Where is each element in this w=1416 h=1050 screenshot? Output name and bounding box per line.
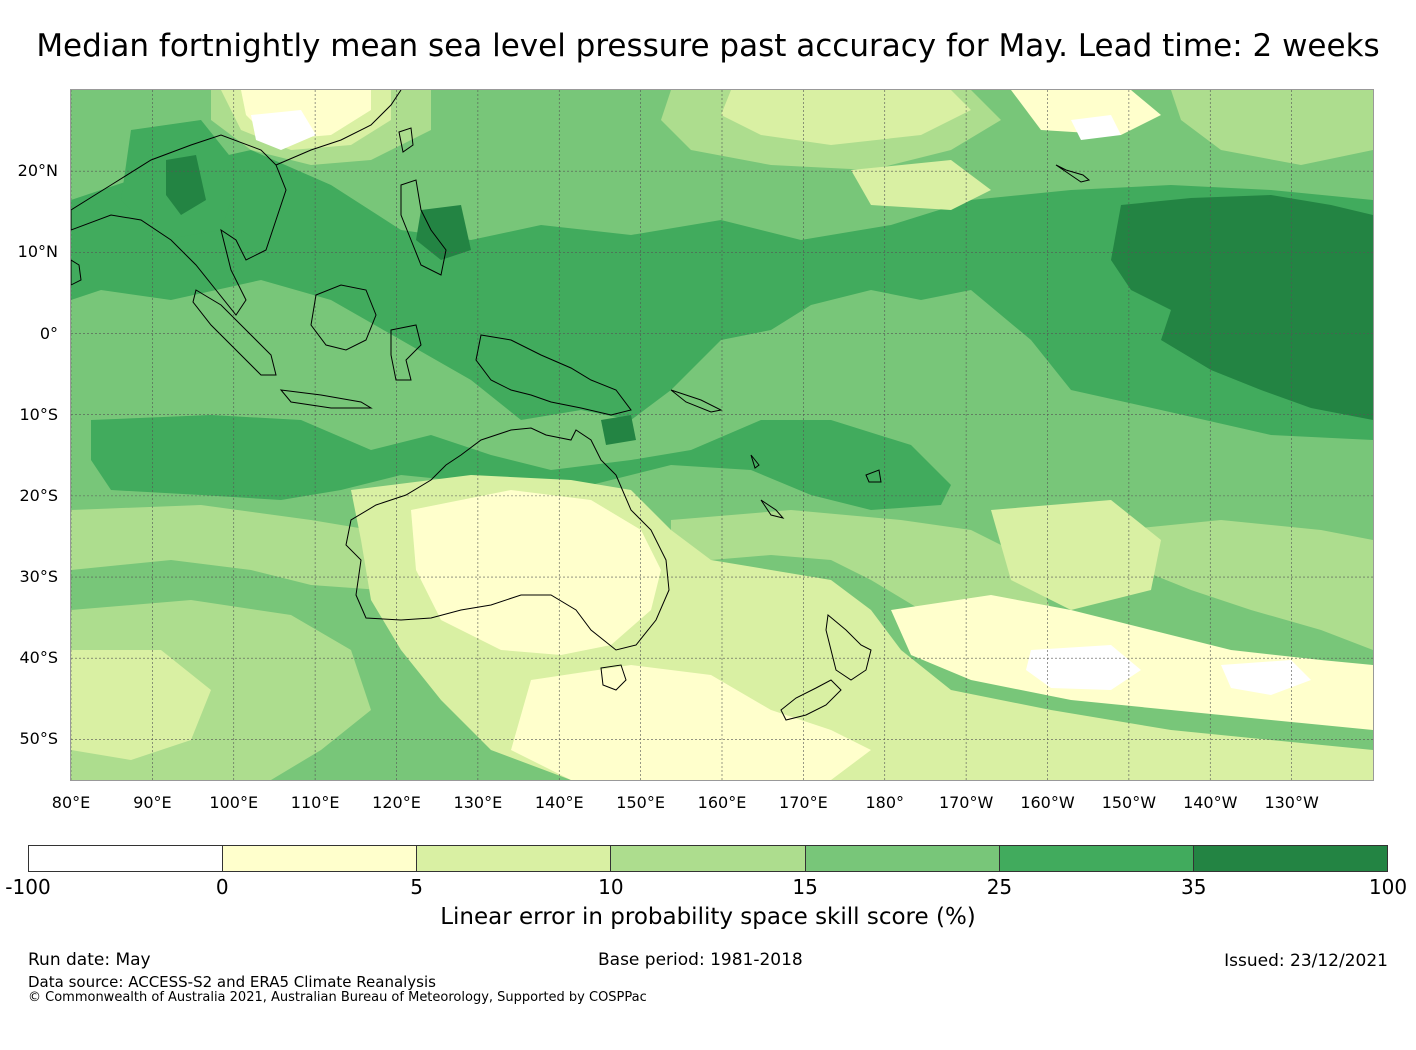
lat-label: 10°S <box>19 404 58 424</box>
sri-lanka-hint <box>71 259 82 286</box>
copyright: © Commonwealth of Australia 2021, Austra… <box>28 990 647 1005</box>
solomon-islands <box>670 389 723 413</box>
colorbar-tick-label: 100 <box>1368 875 1408 899</box>
south-island-nz <box>780 679 842 721</box>
lat-label: 20°S <box>19 485 58 505</box>
lat-label: 20°N <box>17 161 58 181</box>
java-coast <box>279 389 373 409</box>
new-caledonia <box>760 499 785 519</box>
philippines-coast <box>400 179 447 276</box>
colorbar-segment <box>999 846 1194 871</box>
sumatra-coast <box>192 289 277 376</box>
australia-coast <box>345 427 670 651</box>
colorbar-tick-label: 35 <box>1180 875 1207 899</box>
skill-band-35-100 <box>166 155 1373 445</box>
colorbar-tick-label: 5 <box>410 875 423 899</box>
lon-label: 100°E <box>209 793 259 812</box>
coastlines <box>71 90 1091 721</box>
colorbar-segment <box>805 846 1000 871</box>
data-source: Data source: ACCESS-S2 and ERA5 Climate … <box>28 973 436 991</box>
colorbar-tick-label: -100 <box>5 875 51 899</box>
sulawesi-coast <box>390 324 422 381</box>
issued-date: Issued: 23/12/2021 <box>1224 951 1388 971</box>
china-coast <box>275 90 402 166</box>
skill-score-map <box>70 89 1374 781</box>
base-period: Base period: 1981-2018 <box>598 950 803 970</box>
borneo-coast <box>310 284 377 351</box>
lat-label: 0° <box>39 323 58 343</box>
colorbar-tick-label: 15 <box>792 875 818 899</box>
colorbar-segment <box>29 846 224 871</box>
vanuatu <box>750 454 760 469</box>
lon-label: 160°W <box>1020 793 1075 812</box>
hawaii <box>1055 164 1091 183</box>
colorbar-tick-label: 10 <box>598 875 624 899</box>
north-island-nz <box>825 614 872 681</box>
tasmania-coast <box>600 664 627 691</box>
lon-label: 160°E <box>697 793 747 812</box>
indochina-coast <box>71 134 287 316</box>
lon-label: 90°E <box>133 793 172 812</box>
taiwan-coast <box>398 127 414 153</box>
lon-label: 130°E <box>453 793 503 812</box>
colorbar-segment <box>611 846 806 871</box>
lon-label: 170°W <box>938 793 994 812</box>
lat-label: 30°S <box>19 567 58 587</box>
lon-label: 140°E <box>534 793 584 812</box>
lon-label: 110°E <box>290 793 340 812</box>
lon-label: 140°W <box>1183 793 1238 812</box>
lon-label: 180° <box>865 793 905 812</box>
lat-label: 50°S <box>19 729 58 749</box>
colorbar-segment <box>417 846 612 871</box>
lon-label: 80°E <box>51 793 91 812</box>
skill-band-negative <box>251 110 1311 695</box>
lat-label: 10°N <box>17 242 58 262</box>
lon-label: 170°E <box>779 793 828 812</box>
colorbar <box>28 845 1388 872</box>
colorbar-segment <box>223 846 418 871</box>
run-date: Run date: May <box>28 950 151 970</box>
map-gridlines <box>71 90 1373 780</box>
colorbar-segment <box>1193 846 1387 871</box>
new-guinea-coast <box>475 334 632 416</box>
colorbar-tick-label: 25 <box>986 875 1013 899</box>
lon-label: 150°W <box>1101 793 1157 812</box>
colorbar-tick-label: 0 <box>215 875 229 899</box>
lon-label: 150°E <box>616 793 665 812</box>
fiji <box>865 469 882 483</box>
lon-label: 120°E <box>372 793 421 812</box>
lon-label: 130°W <box>1264 793 1319 812</box>
chart-title: Median fortnightly mean sea level pressu… <box>36 28 1380 64</box>
colorbar-label: Linear error in probability space skill … <box>440 904 976 930</box>
lat-label: 40°S <box>19 648 58 668</box>
